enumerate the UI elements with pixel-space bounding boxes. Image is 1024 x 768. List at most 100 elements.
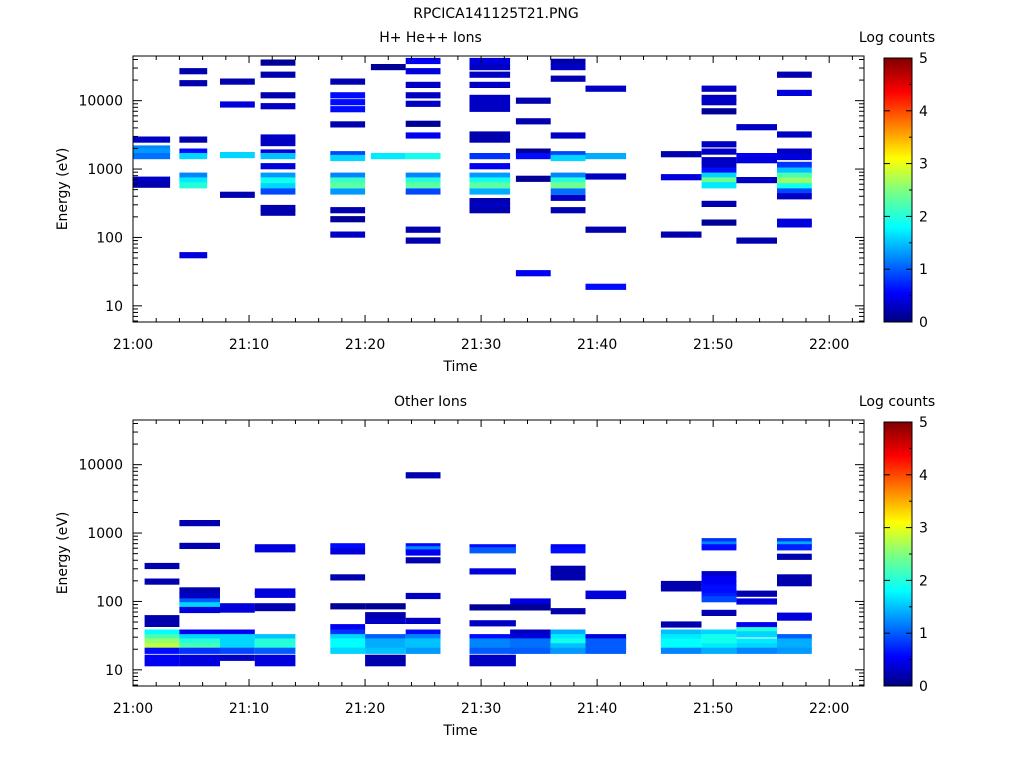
heatmap-cell <box>365 660 406 667</box>
colorbar-tick-label: 5 <box>919 415 928 431</box>
heatmap-cell <box>510 629 551 636</box>
heatmap-cell <box>701 200 737 207</box>
heatmap-cell <box>777 634 812 641</box>
heatmap-cell <box>469 71 511 78</box>
heatmap-cell <box>550 574 586 581</box>
heatmap-cell <box>405 549 441 556</box>
heatmap-cell <box>660 585 702 592</box>
heatmap-cell <box>701 609 737 616</box>
heatmap-cell <box>179 606 220 614</box>
heatmap-cell <box>179 638 220 645</box>
heatmap-cell <box>254 638 296 645</box>
panel-2: Other Ions 21:00 21:10 21:20 21:30 21:40 21:50… <box>55 394 935 739</box>
heatmap-cell <box>144 578 180 585</box>
heatmap-cell <box>550 132 586 139</box>
x-tick-label: 21:40 <box>577 337 617 353</box>
heatmap-cell <box>469 634 516 641</box>
heatmap-cell <box>585 283 627 290</box>
heatmap-cell <box>585 634 627 641</box>
y-tick-label: 1000 <box>87 162 123 178</box>
heatmap-cell <box>144 660 180 667</box>
heatmap-cell <box>365 643 406 650</box>
heatmap-cell <box>330 603 366 610</box>
heatmap-cell <box>144 615 180 622</box>
heatmap-cell <box>736 643 777 650</box>
heatmap-cell <box>777 553 812 560</box>
heatmap-cell <box>469 100 511 107</box>
heatmap-cell <box>260 204 296 212</box>
heatmap-cell <box>701 544 737 551</box>
heatmap-cell <box>469 81 511 88</box>
heatmap-cell <box>469 131 511 138</box>
heatmap-cell <box>179 643 220 650</box>
colorbar-tick-label: 5 <box>919 51 928 67</box>
heatmap-cell <box>405 68 441 75</box>
heatmap-cell <box>260 163 296 170</box>
heatmap-cell <box>701 94 737 101</box>
heatmap-cell <box>179 602 220 609</box>
heatmap-cell <box>550 154 586 162</box>
heatmap-cell <box>365 634 406 641</box>
y-tick-label: 10000 <box>78 94 123 110</box>
heatmap-cell <box>469 105 511 112</box>
heatmap-cell <box>585 226 627 233</box>
heatmap-cell <box>701 643 737 650</box>
heatmap-cell <box>701 157 737 164</box>
y-tick-label: 10 <box>105 663 123 679</box>
heatmap-cell <box>660 629 702 636</box>
heatmap-cell <box>133 148 171 155</box>
heatmap-cell <box>254 643 296 650</box>
heatmap-cell <box>777 167 812 174</box>
heatmap-cell <box>777 183 812 190</box>
heatmap-cell <box>550 570 586 577</box>
heatmap-cell <box>179 68 208 75</box>
heatmap-cell <box>736 598 777 605</box>
heatmap-cell <box>550 64 586 71</box>
heatmap-cell <box>777 131 812 138</box>
heatmap-cell <box>260 172 296 179</box>
heatmap-cell <box>510 638 551 645</box>
colorbar <box>883 421 913 687</box>
heatmap-cell <box>365 638 406 645</box>
heatmap-cell <box>550 177 586 184</box>
heatmap-cell <box>365 603 406 610</box>
heatmap-cell <box>405 177 441 184</box>
heatmap-cell <box>260 103 296 110</box>
heatmap-cell <box>701 647 737 654</box>
panel-title: H+ He++ Ions <box>379 30 482 46</box>
heatmap-cell <box>260 188 296 195</box>
y-tick-label: 10 <box>105 299 123 315</box>
x-axis-label: Time <box>442 359 477 375</box>
x-tick-label: 21:00 <box>113 701 153 717</box>
heatmap-cell <box>469 163 511 170</box>
heatmap-cell <box>144 647 180 654</box>
heatmap-cell <box>469 177 511 184</box>
heatmap-cell <box>550 207 586 214</box>
heatmap-cell <box>220 101 255 108</box>
heatmap-cell <box>777 574 812 581</box>
figure-title: RPCICA141125T21.PNG <box>413 6 578 22</box>
heatmap-cell <box>550 565 586 572</box>
x-axis-label: Time <box>442 723 477 739</box>
heatmap-cell <box>330 548 366 555</box>
heatmap-cell <box>701 219 737 226</box>
heatmap-cell <box>660 580 702 588</box>
heatmap-cell <box>701 182 737 189</box>
heatmap-cell <box>179 136 208 143</box>
heatmap-cell <box>220 191 255 198</box>
heatmap-cell <box>179 660 220 667</box>
heatmap-cell <box>133 153 171 160</box>
heatmap-cell <box>220 647 255 654</box>
heatmap-cell <box>701 634 737 641</box>
heatmap-cell <box>260 149 296 156</box>
heatmap-cell <box>254 591 296 598</box>
heatmap-cell <box>736 627 777 634</box>
heatmap-cell <box>515 148 551 155</box>
heatmap-cell <box>179 520 220 527</box>
heatmap-cell <box>515 270 551 277</box>
heatmap-cell <box>701 580 737 587</box>
heatmap-cell <box>220 603 255 610</box>
heatmap-cell <box>701 588 737 595</box>
heatmap-cell <box>179 592 220 600</box>
